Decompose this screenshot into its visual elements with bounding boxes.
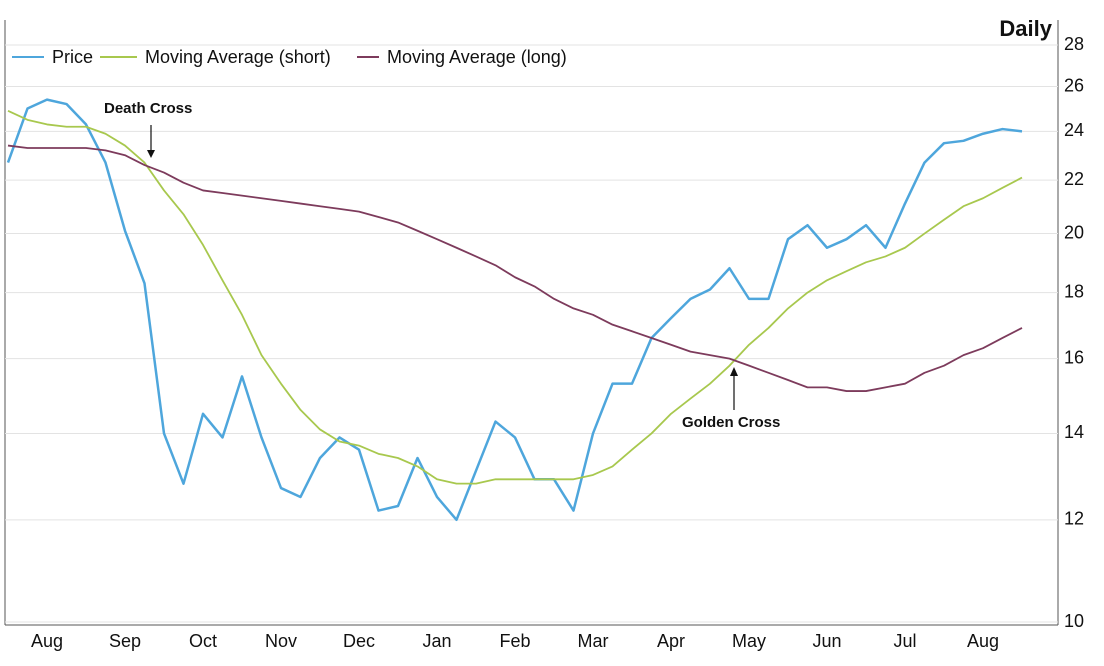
- x-tick-label: Mar: [578, 631, 609, 651]
- x-tick-label: Jan: [422, 631, 451, 651]
- y-tick-label: 20: [1064, 222, 1084, 242]
- arrow-head: [730, 367, 738, 376]
- x-tick-label: Jul: [893, 631, 916, 651]
- y-tick-label: 26: [1064, 75, 1084, 95]
- series-line: [6, 98, 1023, 522]
- chart-title: Daily: [999, 16, 1052, 41]
- x-tick-label: Nov: [265, 631, 297, 651]
- x-tick-label: Apr: [657, 631, 685, 651]
- x-tick-label: Feb: [499, 631, 530, 651]
- series-line: [7, 109, 1023, 485]
- annotation: Death Cross: [104, 100, 192, 117]
- y-tick-label: 24: [1064, 120, 1084, 140]
- x-tick-label: Aug: [967, 631, 999, 651]
- arrow-head: [147, 150, 155, 158]
- y-tick-label: 22: [1064, 169, 1084, 189]
- series-line: [7, 144, 1023, 392]
- legend-label: Moving Average (short): [145, 47, 331, 67]
- x-tick-label: May: [732, 631, 766, 651]
- x-tick-label: Oct: [189, 631, 217, 651]
- y-tick-label: 28: [1064, 34, 1084, 54]
- y-tick-label: 14: [1064, 422, 1084, 442]
- y-tick-label: 10: [1064, 611, 1084, 631]
- y-tick-label: 18: [1064, 281, 1084, 301]
- y-tick-label: 12: [1064, 509, 1084, 529]
- x-tick-label: Dec: [343, 631, 375, 651]
- legend-label: Moving Average (long): [387, 47, 567, 67]
- x-tick-label: Aug: [31, 631, 63, 651]
- x-tick-label: Jun: [812, 631, 841, 651]
- y-tick-label: 16: [1064, 347, 1084, 367]
- annotation: Golden Cross: [682, 414, 780, 431]
- x-tick-label: Sep: [109, 631, 141, 651]
- legend-label: Price: [52, 47, 93, 67]
